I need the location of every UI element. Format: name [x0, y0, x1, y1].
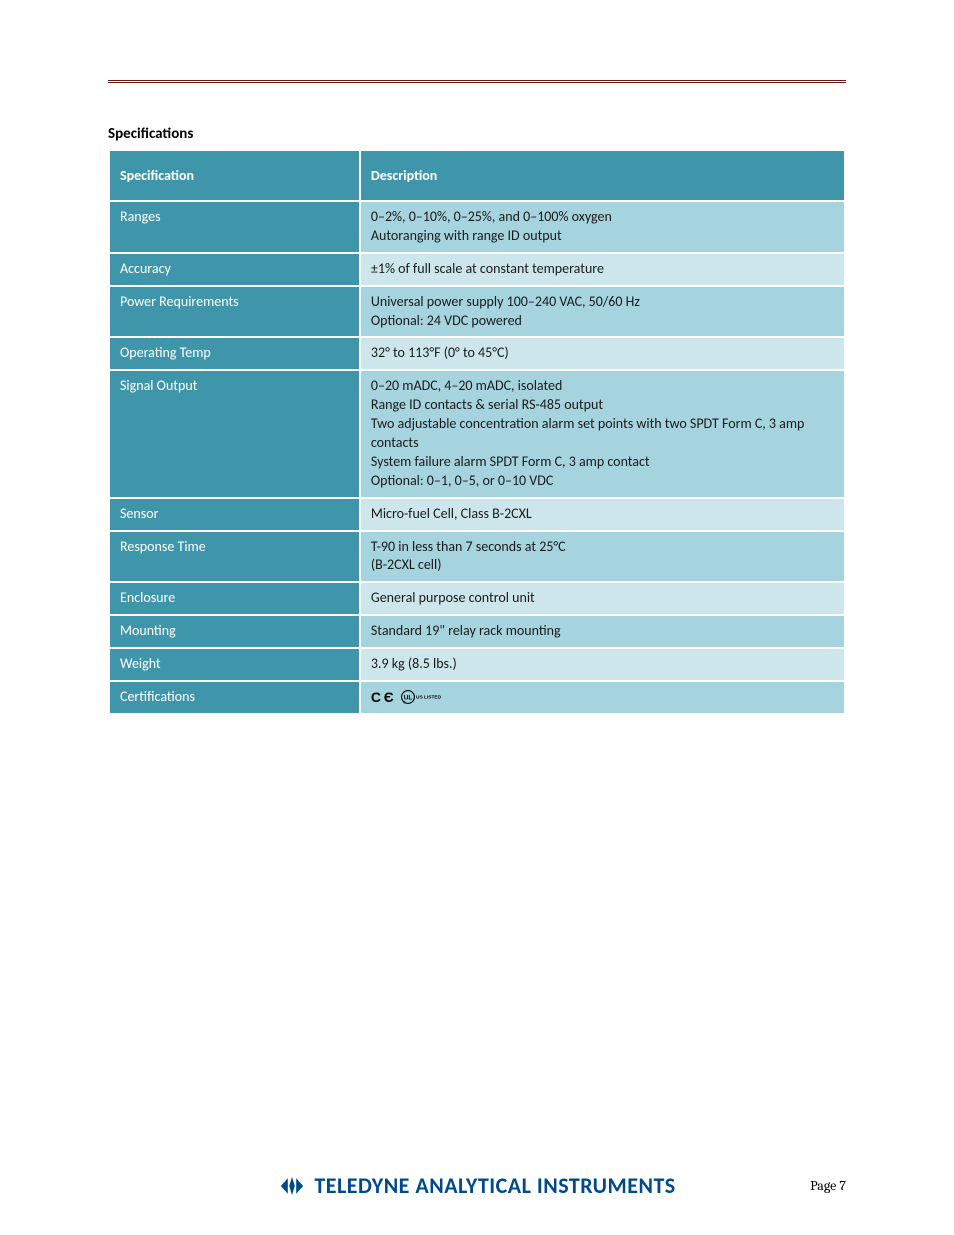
spec-row-value: Micro-fuel Cell, Class B-2CXL	[361, 499, 844, 530]
spec-row-label: Enclosure	[110, 583, 359, 614]
spec-row-label: Certifications	[110, 682, 359, 713]
spec-row-value: C Є ULCUS LISTED	[361, 682, 844, 713]
spec-row-value: ±1% of full scale at constant temperatur…	[361, 254, 844, 285]
svg-text:US LISTED: US LISTED	[416, 695, 442, 701]
footer: TELEDYNE ANALYTICAL INSTRUMENTS Page 7	[0, 1172, 954, 1199]
spec-row-value: Standard 19" relay rack mounting	[361, 616, 844, 647]
spec-row-value: General purpose control unit	[361, 583, 844, 614]
spec-header-value: Description	[361, 151, 844, 200]
page-number: Page 7	[810, 1177, 846, 1194]
brand-text: TELEDYNE ANALYTICAL INSTRUMENTS	[314, 1172, 675, 1199]
spec-row-label: Mounting	[110, 616, 359, 647]
table-row: Accuracy±1% of full scale at constant te…	[110, 254, 844, 285]
spec-row-value: Universal power supply 100–240 VAC, 50/6…	[361, 287, 844, 337]
spec-row-value: T-90 in less than 7 seconds at 25°C(B-2C…	[361, 532, 844, 582]
brand: TELEDYNE ANALYTICAL INSTRUMENTS	[278, 1172, 675, 1199]
spec-row-label: Operating Temp	[110, 338, 359, 369]
section-title: Specifications	[108, 125, 846, 143]
spec-row-label: Accuracy	[110, 254, 359, 285]
table-row: EnclosureGeneral purpose control unit	[110, 583, 844, 614]
spec-table: SpecificationDescriptionRanges0–2%, 0–10…	[108, 149, 846, 715]
table-row: SensorMicro-fuel Cell, Class B-2CXL	[110, 499, 844, 530]
table-row: Power RequirementsUniversal power supply…	[110, 287, 844, 337]
table-row: Signal Output0–20 mADC, 4–20 mADC, isola…	[110, 371, 844, 496]
table-row: MountingStandard 19" relay rack mounting	[110, 616, 844, 647]
table-row: Weight3.9 kg (8.5 lbs.)	[110, 649, 844, 680]
spec-row-label: Signal Output	[110, 371, 359, 496]
spec-header-label: Specification	[110, 151, 359, 200]
ce-mark-icon: C Є	[371, 688, 394, 707]
spec-row-label: Ranges	[110, 202, 359, 252]
spec-row-value: 0–20 mADC, 4–20 mADC, isolatedRange ID c…	[361, 371, 844, 496]
table-row: Ranges0–2%, 0–10%, 0–25%, and 0–100% oxy…	[110, 202, 844, 252]
table-row: Response TimeT-90 in less than 7 seconds…	[110, 532, 844, 582]
spec-row-label: Response Time	[110, 532, 359, 582]
table-row: Operating Temp32° to 113°F (0° to 45°C)	[110, 338, 844, 369]
spec-row-label: Weight	[110, 649, 359, 680]
spec-row-label: Sensor	[110, 499, 359, 530]
spec-row-value: 0–2%, 0–10%, 0–25%, and 0–100% oxygenAut…	[361, 202, 844, 252]
ul-listed-icon: ULCUS LISTED	[400, 689, 448, 705]
top-rule	[108, 80, 846, 83]
table-row: Certifications C Є ULCUS LISTED	[110, 682, 844, 713]
spec-row-label: Power Requirements	[110, 287, 359, 337]
spec-row-value: 32° to 113°F (0° to 45°C)	[361, 338, 844, 369]
brand-logo-icon	[278, 1175, 306, 1197]
spec-row-value: 3.9 kg (8.5 lbs.)	[361, 649, 844, 680]
